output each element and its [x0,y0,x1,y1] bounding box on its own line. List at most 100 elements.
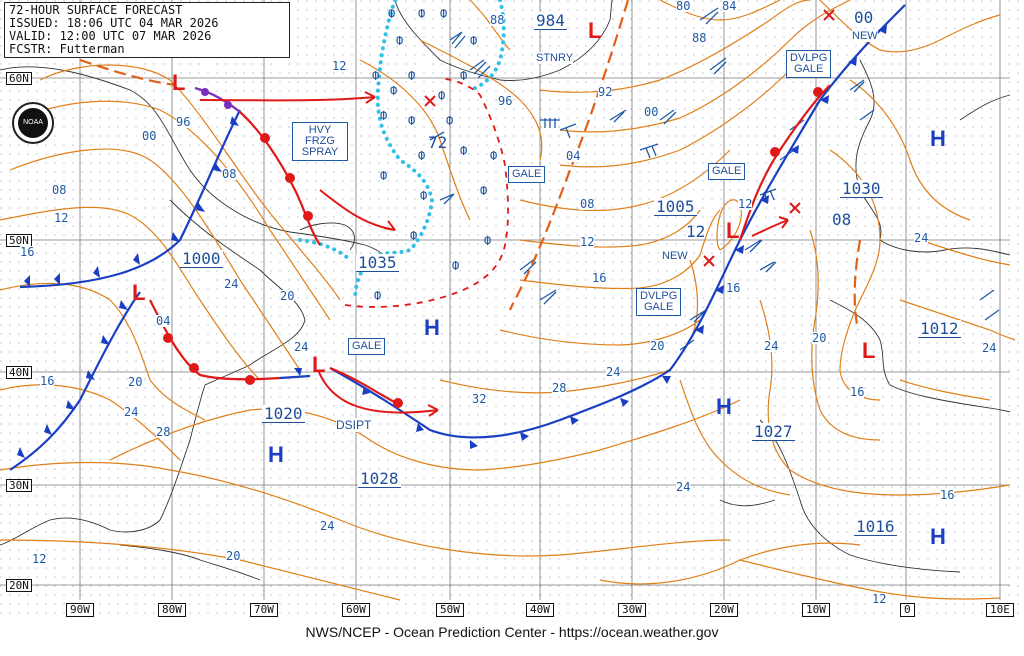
pressure-1035: 1035 [356,253,399,272]
gale-label: GALE [508,166,546,183]
isobar-label: 84 [722,0,737,13]
forecast-hour-label: 00 [854,8,874,27]
noaa-logo-text: NOAA [18,108,48,138]
isobar-label: 96 [498,94,513,108]
high-symbol: H [268,442,284,467]
isobars [0,0,1016,601]
high-symbol: H [716,394,732,419]
hfs-line3: SPRAY [301,146,339,158]
isobar-label: 20 [226,549,241,563]
svg-text:Ф: Ф [408,69,415,83]
pressure-1016: 1016 [854,517,897,536]
ice-edge [298,0,506,302]
lon-label-10w: 10W [802,603,830,617]
future-position-marks [424,9,835,267]
wind-barbs [429,7,1000,351]
high-symbol: H [930,126,946,151]
isobar-label: 16 [20,245,35,259]
dissipating-front [344,77,509,308]
dg2-line2: GALE [643,301,674,313]
svg-text:Ф: Ф [438,89,445,103]
svg-text:Ф: Ф [380,169,387,183]
footer-credit: NWS/NCEP - Ocean Prediction Center - htt… [305,624,719,640]
developing-gale-label: DVLPG GALE [636,288,682,316]
isobar-label: 08 [222,167,237,181]
high-symbol: H [424,315,440,340]
low-symbol: L [726,218,740,243]
lon-label-10e: 10E [986,603,1014,617]
lat-label-20n: 20N [6,579,32,592]
isobar-label: 24 [294,340,309,354]
isobar-label: 20 [280,289,295,303]
forecast-header: 72-HOUR SURFACE FORECAST ISSUED: 18:06 U… [4,2,290,58]
lon-label-70w: 70W [250,603,278,617]
isobar-label: 24 [124,405,139,419]
lon-label-20w: 20W [710,603,738,617]
svg-text:Ф: Ф [380,109,387,123]
lon-label-40w: 40W [526,603,554,617]
pressure-1020: 1020 [262,404,305,423]
isobar-label: 28 [156,425,171,439]
svg-text:Ф: Ф [484,234,491,248]
isobar-label: 16 [850,385,865,399]
pressure-1027: 1027 [752,422,795,441]
gale-label: GALE [708,163,746,180]
noaa-logo: NOAA [12,102,54,144]
high-symbol: H [930,524,946,549]
svg-text:Ф: Ф [470,34,477,48]
svg-text:Ф: Ф [396,34,403,48]
low-symbol: L [588,18,602,43]
new-label: NEW [852,30,878,42]
dg1-line2: GALE [793,63,824,75]
isobar-label: 16 [592,271,607,285]
isobar-label: 24 [676,480,691,494]
gale-label: GALE [348,338,386,355]
isobar-label: 88 [692,31,707,45]
new-label: NEW [662,250,688,262]
cold-front-west [19,109,241,289]
dg1-line1: DVLPG [790,52,828,64]
svg-text:Ф: Ф [440,7,447,21]
isobar-label: 92 [598,85,613,99]
warm-front-west [239,111,321,246]
stationary-label: STNRY [536,52,574,64]
svg-text:Ф: Ф [374,289,381,303]
svg-text:Ф: Ф [390,84,397,98]
svg-text:Ф: Ф [418,149,425,163]
isobar-label: 00 [142,129,157,143]
forecast-hour-label: 12 [686,222,706,241]
developing-gale-label: DVLPG GALE [786,50,832,78]
pressure-1005: 1005 [654,197,697,216]
pressure-1028: 1028 [358,469,401,488]
dg2-line1: DVLPG [640,290,678,302]
isobar-label: 16 [940,488,955,502]
isobar-label: 24 [320,519,335,533]
isobar-label: 24 [982,341,997,355]
svg-text:Ф: Ф [480,184,487,198]
isobar-label: 08 [580,197,595,211]
isobar-label: 20 [812,331,827,345]
cold-front-south-2 [279,368,311,380]
isobar-label: 88 [490,13,505,27]
forecast-hour-label: 72 [428,133,448,152]
isobar-label: 12 [738,197,753,211]
svg-text:Ф: Ф [490,149,497,163]
lat-label-40n: 40N [6,366,32,379]
lat-label-30n: 30N [6,479,32,492]
motion-arrows [199,91,789,417]
isobar-label: 04 [566,149,581,163]
warm-front-east [738,84,831,241]
isobar-label: 12 [872,592,887,606]
troughs [79,0,862,331]
occluded-front-north [194,86,241,113]
lat-label-50n: 50N [6,234,32,247]
header-title: 72-HOUR SURFACE FORECAST [9,3,183,17]
isobar-label: 16 [726,281,741,295]
svg-text:Ф: Ф [460,144,467,158]
isobar-label: 96 [176,115,191,129]
low-symbol: L [312,352,326,377]
isobar-label: 80 [676,0,691,13]
svg-text:Ф: Ф [388,7,395,21]
isobar-label: 24 [606,365,621,379]
